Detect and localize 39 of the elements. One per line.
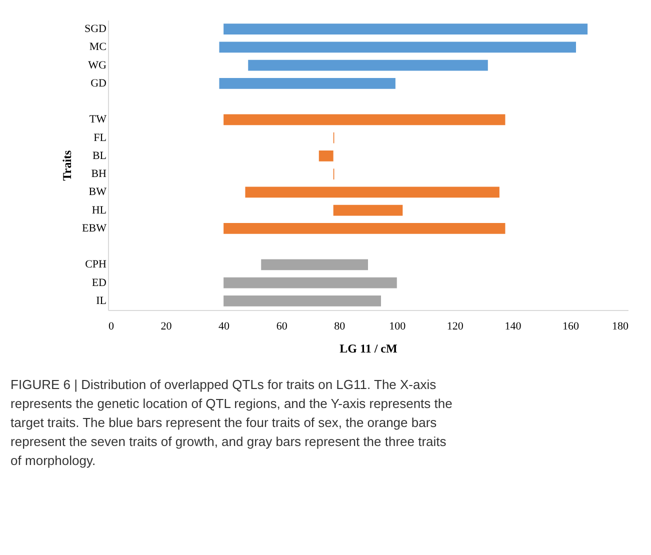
x-tick-label: 20 (160, 320, 172, 332)
x-tick-label: 80 (334, 320, 346, 332)
x-tick-label: 0 (108, 320, 114, 332)
bar (248, 60, 488, 71)
y-tick-label: FL (94, 132, 107, 144)
y-tick-label: HL (92, 204, 107, 216)
y-tick-label: MC (89, 41, 106, 54)
y-tick-label: TW (89, 114, 108, 126)
bar (219, 42, 576, 53)
y-tick-label: IL (96, 294, 107, 307)
bar (245, 186, 500, 198)
x-tick-label: 160 (562, 320, 580, 332)
x-tick-label: 40 (218, 320, 230, 332)
y-tick-label: CPH (85, 258, 107, 271)
x-tick-label: 100 (389, 320, 406, 332)
y-axis-title: Traits (60, 150, 74, 181)
y-tick-label: BH (91, 168, 107, 180)
caption: FIGURE 6 | Distribution of overlapped QTLs for traits on LG11. The X-axis represents the genetic location of QTL regions, and the Y-axis represents the target traits. The blue bars represent the four traits of sex, the orange bars represent the seven traits of growth, and gray bars represent the three traits of morphology. (10, 377, 452, 468)
bar (318, 150, 334, 162)
bar (219, 78, 396, 89)
bar (224, 277, 397, 288)
bar (333, 204, 403, 216)
x-tick-label: 180 (612, 320, 629, 332)
x-tick-label: 60 (276, 320, 288, 332)
y-tick-label: EBW (82, 222, 108, 234)
bar (224, 296, 381, 306)
x-tick-label: 120 (446, 320, 464, 332)
y-tick-label: SGD (84, 23, 107, 36)
y-tick-label: WG (88, 59, 107, 72)
bar (224, 114, 506, 126)
bar (224, 223, 506, 234)
bar (224, 24, 588, 34)
y-tick-label: ED (92, 276, 107, 289)
bar (261, 259, 368, 270)
y-tick-label: BL (92, 150, 107, 162)
x-axis-title: LG 11 / cM (340, 342, 398, 356)
x-tick-label: 140 (504, 320, 522, 332)
y-tick-label: GD (90, 77, 107, 90)
y-tick-label: BW (88, 186, 108, 198)
